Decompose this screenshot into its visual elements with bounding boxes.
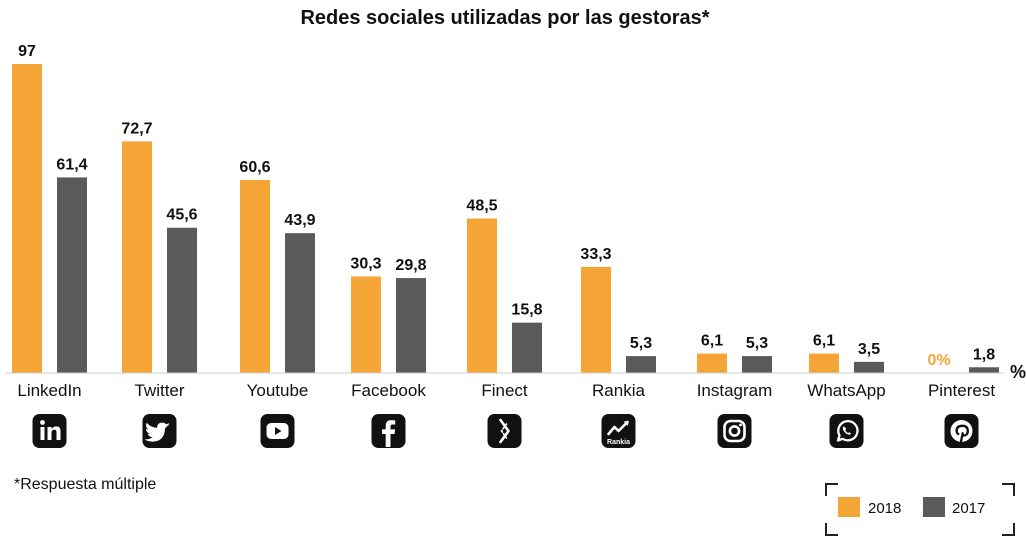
legend-swatch-2017 (923, 497, 945, 517)
whatsapp-phone (842, 426, 852, 435)
finect-icon-tile (487, 414, 522, 448)
legend-swatch-2018 (838, 497, 860, 517)
bar-linkedin-2018 (12, 64, 42, 373)
bar-whatsapp-2018 (809, 353, 839, 373)
category-label-instagram: Instagram (697, 381, 773, 400)
legend-corner-tl (825, 483, 838, 496)
twitter-icon (142, 414, 177, 448)
category-labels: LinkedIn Twitter Youtube Facebook Finect Rank… (17, 381, 995, 400)
bar-facebook-2017 (396, 278, 426, 373)
value-label-rankia-2017: 5,3 (630, 335, 652, 352)
value-label-rankia-2018: 33,3 (580, 246, 611, 263)
value-label-linkedin-2017: 61,4 (56, 156, 87, 173)
bar-twitter-2017 (167, 227, 197, 373)
bar-finect-2017 (512, 322, 542, 373)
bar-whatsapp-2017 (854, 361, 884, 373)
footnote: *Respuesta múltiple (14, 476, 156, 493)
rankia-icon: Rankia (601, 414, 636, 448)
value-label-instagram-2017: 5,3 (746, 335, 768, 352)
linkedin-i-dot (40, 420, 45, 425)
facebook-icon (371, 414, 406, 448)
category-label-facebook: Facebook (351, 381, 426, 400)
legend: 2018 2017 (825, 483, 1015, 536)
value-label-whatsapp-2017: 3,5 (858, 341, 880, 358)
bar-facebook-2018 (351, 276, 381, 373)
bar-linkedin-2017 (57, 177, 87, 373)
instagram-icon-tile (717, 414, 752, 448)
finect-chevron (499, 418, 510, 444)
bar-instagram-2017 (742, 356, 772, 373)
bar-twitter-2018 (122, 141, 152, 373)
category-label-twitter: Twitter (134, 381, 184, 400)
category-label-pinterest: Pinterest (928, 381, 995, 400)
value-label-finect-2017: 15,8 (511, 302, 542, 319)
twitter-bird (144, 422, 171, 442)
youtube-play (275, 427, 282, 435)
instagram-lens (728, 425, 741, 437)
value-label-linkedin-2018: 97 (18, 43, 36, 60)
legend-corner-br (1002, 523, 1015, 536)
instagram-icon (717, 414, 752, 448)
category-label-whatsapp: WhatsApp (807, 381, 885, 400)
bar-rankia-2018 (581, 266, 611, 373)
value-label-pinterest-2017: 1,8 (973, 346, 995, 363)
legend-corner-bl (825, 523, 838, 536)
linkedin-n (47, 426, 61, 440)
value-label-whatsapp-2018: 6,1 (813, 333, 835, 350)
linkedin-icon (32, 414, 67, 448)
instagram-frame (723, 419, 746, 443)
facebook-f (382, 420, 396, 447)
pinterest-icon (944, 414, 979, 448)
value-label-facebook-2017: 29,8 (395, 257, 426, 274)
category-label-linkedin: LinkedIn (17, 381, 81, 400)
bars-layer: 97 61,4 72,7 45,6 60,6 43,9 30,3 29,8 48,5 15,8 33… (12, 43, 999, 373)
rankia-arrow (623, 421, 629, 426)
value-label-facebook-2018: 30,3 (350, 255, 381, 272)
pinterest-p (955, 424, 969, 446)
whatsapp-icon (829, 414, 864, 448)
value-label-youtube-2017: 43,9 (284, 212, 315, 229)
finect-icon (487, 414, 522, 448)
rankia-wordmark: Rankia (607, 439, 630, 446)
bar-rankia-2017 (626, 356, 656, 373)
finect-dots (500, 423, 508, 439)
bar-finect-2018 (467, 218, 497, 373)
legend-label-2017: 2017 (952, 500, 985, 517)
legend-corner-tr (1002, 483, 1015, 496)
bar-youtube-2018 (240, 179, 270, 373)
value-label-youtube-2018: 60,6 (239, 159, 270, 176)
category-label-rankia: Rankia (592, 381, 645, 400)
instagram-dot (739, 423, 742, 427)
value-label-pinterest-2018: 0% (927, 352, 950, 369)
value-label-twitter-2018: 72,7 (121, 120, 152, 137)
linkedin-i-stem (40, 427, 45, 440)
pinterest-disc (950, 420, 973, 442)
rankia-trend (607, 420, 629, 436)
value-label-finect-2018: 48,5 (466, 198, 497, 215)
value-label-instagram-2018: 6,1 (701, 333, 723, 350)
value-label-twitter-2017: 45,6 (166, 207, 197, 224)
youtube-icon (260, 414, 295, 448)
unit-label: % (1010, 362, 1026, 382)
bar-youtube-2017 (285, 233, 315, 373)
whatsapp-bubble (836, 419, 859, 442)
bar-pinterest-2017 (969, 367, 999, 373)
category-label-youtube: Youtube (247, 381, 309, 400)
category-label-finect: Finect (481, 381, 528, 400)
bar-instagram-2018 (697, 353, 727, 373)
category-icons: Rankia (32, 414, 979, 448)
legend-label-2018: 2018 (868, 500, 901, 517)
chart-title: Redes sociales utilizadas por las gestor… (300, 7, 709, 29)
